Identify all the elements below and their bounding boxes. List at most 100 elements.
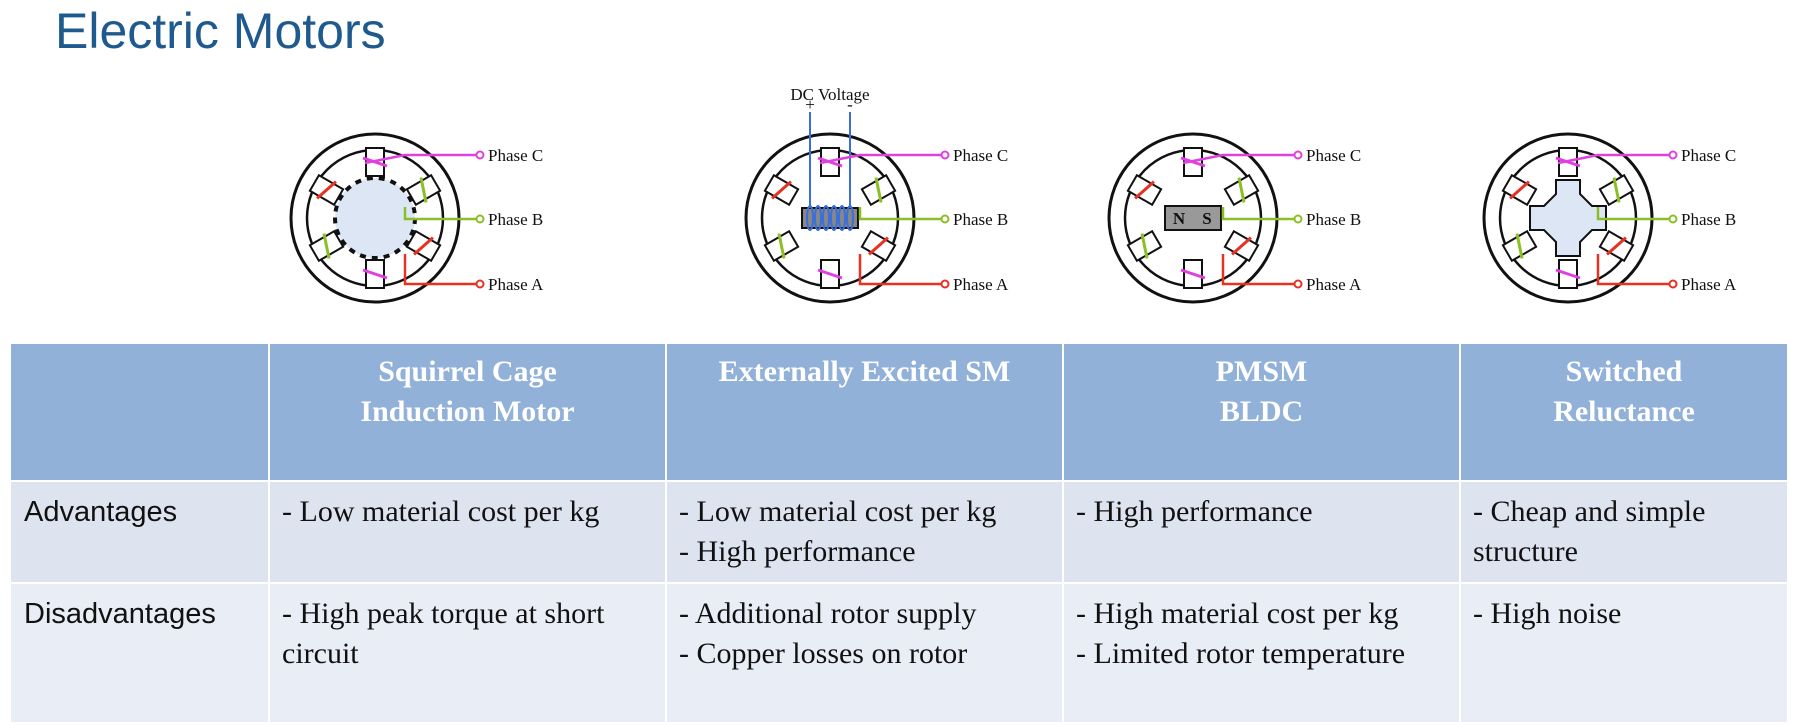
phase-label: Phase A	[1681, 275, 1737, 294]
coil	[1231, 236, 1252, 256]
phase-wire	[1221, 207, 1298, 221]
header-line: BLDC	[1219, 395, 1304, 428]
pole-label: N	[1173, 209, 1186, 228]
motor-diagram: Phase C Phase B Phase A	[289, 132, 544, 304]
phase-label: Phase C	[1306, 146, 1361, 165]
table-row: Advantages - Low material cost per kg - Lo…	[9, 480, 1789, 584]
phase-terminal	[1668, 214, 1678, 224]
phase-terminal	[1293, 279, 1303, 289]
phase-terminal	[475, 279, 485, 289]
rotor-coil	[830, 205, 838, 231]
table-cell: - High noise	[1459, 582, 1789, 724]
header-row: Squirrel Cage Induction Motor Externally E…	[9, 342, 1789, 482]
phase-wire	[403, 207, 480, 221]
phase-terminal	[940, 279, 950, 289]
table-cell: - High peak torque at short circuit	[268, 582, 667, 724]
phase-terminal	[1293, 150, 1303, 160]
header-line: Induction Motor	[360, 395, 575, 428]
coil	[413, 236, 434, 256]
coil	[1140, 233, 1149, 259]
comparison-table: Squirrel Cage Induction Motor Externally E…	[9, 342, 1789, 724]
corner-cell	[9, 342, 270, 482]
coil	[316, 180, 337, 200]
column-header: PMSM BLDC	[1062, 342, 1461, 482]
coil	[771, 180, 792, 200]
minus-label: -	[847, 95, 853, 114]
row-label: Disadvantages	[9, 582, 270, 724]
phase-wire	[1596, 254, 1673, 286]
table-cell: - High material cost per kg - Limited rot…	[1062, 582, 1461, 724]
motor-diagram: DC Voltage+ - Phase C Phase B Phase A	[744, 85, 1009, 304]
header-line: Reluctance	[1553, 395, 1695, 428]
table-cell: - Low material cost per kg	[268, 480, 667, 584]
rotor-coil	[814, 205, 822, 231]
phase-label: Phase A	[953, 275, 1009, 294]
phase-label: Phase B	[953, 210, 1008, 229]
rotor	[1164, 205, 1222, 231]
rotor-coil	[838, 205, 846, 231]
phase-wire	[858, 207, 945, 221]
supply-label: DC Voltage	[790, 85, 869, 104]
phase-terminal	[1668, 279, 1678, 289]
table-cell: - Cheap and simple structure	[1459, 480, 1789, 584]
coil	[1612, 177, 1621, 203]
table-row: Disadvantages - High peak torque at short…	[9, 582, 1789, 724]
phase-terminal	[475, 150, 485, 160]
phase-terminal	[1293, 214, 1303, 224]
coil	[777, 233, 786, 259]
cell-line: - Low material cost per kg	[679, 495, 997, 528]
coil	[1515, 233, 1524, 259]
cell-line: - High noise	[1473, 597, 1622, 630]
title: Electric Motors	[55, 3, 386, 59]
phase-wire	[403, 254, 480, 286]
plus-label: +	[805, 95, 815, 114]
coil	[1237, 177, 1246, 203]
cell-line: - High performance	[679, 535, 916, 568]
phase-wire	[1596, 207, 1673, 221]
rotor-coil	[822, 205, 830, 231]
phase-label: Phase B	[1681, 210, 1736, 229]
coil	[322, 233, 331, 259]
motor-diagram: Phase C Phase B Phase A	[1482, 132, 1737, 304]
phase-label: Phase B	[488, 210, 543, 229]
pole-label: S	[1202, 209, 1211, 228]
phase-wire	[1182, 153, 1298, 165]
phase-terminal	[1668, 150, 1678, 160]
phase-wire	[364, 153, 480, 165]
motor-diagram: N S Phase C Phase B Phase A	[1107, 132, 1362, 304]
phase-label: Phase B	[1306, 210, 1361, 229]
table-cell: - Additional rotor supply - Copper losses…	[665, 582, 1064, 724]
cell-line: - Copper losses on rotor	[679, 637, 968, 670]
rotor	[1529, 179, 1607, 257]
coil	[868, 236, 889, 256]
header-line: Externally Excited SM	[718, 355, 1011, 388]
row-label: Advantages	[9, 480, 270, 584]
coil	[874, 177, 883, 203]
coil	[362, 268, 388, 280]
phase-wire	[1221, 254, 1298, 286]
coil	[1134, 180, 1155, 200]
header-line: PMSM	[1215, 355, 1308, 388]
cell-line: - Cheap and simple structure	[1473, 495, 1706, 568]
cell-line: - High material cost per kg	[1076, 597, 1399, 630]
cell-line: - Low material cost per kg	[282, 495, 600, 528]
cell-line: - High performance	[1076, 495, 1313, 528]
coil	[817, 268, 843, 280]
header-line: Switched	[1565, 355, 1683, 388]
phase-terminal	[475, 214, 485, 224]
column-header: Externally Excited SM	[665, 342, 1064, 482]
phase-label: Phase C	[488, 146, 543, 165]
phase-wire	[1557, 153, 1673, 165]
phase-label: Phase C	[1681, 146, 1736, 165]
coil	[1180, 268, 1206, 280]
cell-line: - High peak torque at short circuit	[282, 597, 605, 670]
phase-terminal	[940, 214, 950, 224]
table-cell: - Low material cost per kg - High perform…	[665, 480, 1064, 584]
coil	[419, 177, 428, 203]
phase-terminal	[940, 150, 950, 160]
phase-wire	[819, 153, 945, 165]
cell-line: - Additional rotor supply	[679, 597, 977, 630]
table-cell: - High performance	[1062, 480, 1461, 584]
column-header: Switched Reluctance	[1459, 342, 1789, 482]
